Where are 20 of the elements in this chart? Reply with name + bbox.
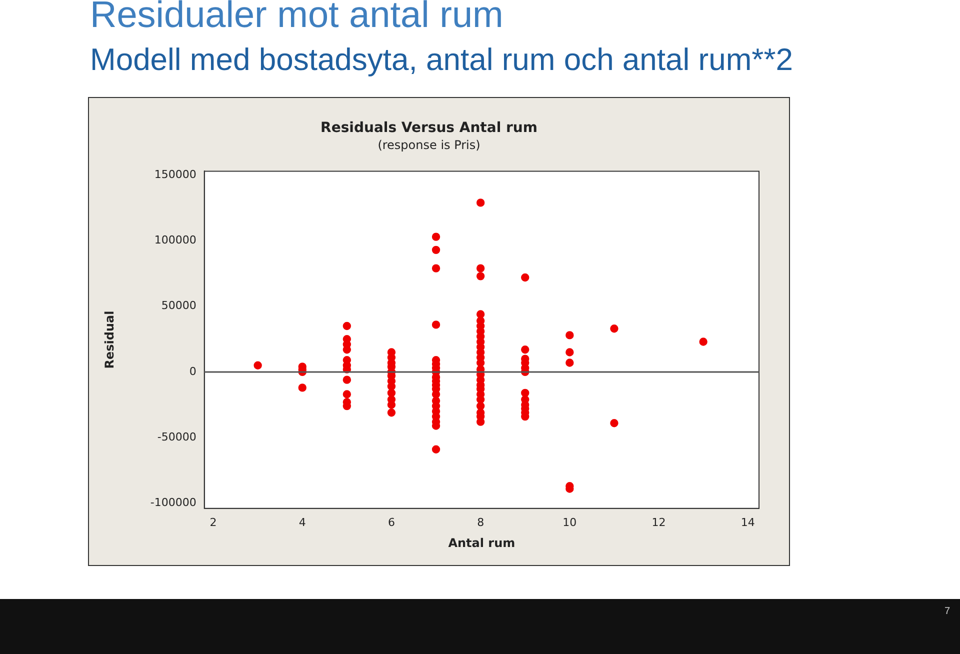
chart-title: Residuals Versus Antal rum	[320, 120, 538, 136]
x-tick-label: 2	[210, 516, 217, 529]
x-tick-label: 12	[652, 516, 666, 529]
y-tick-label: 0	[189, 364, 196, 378]
text: Residualer mot antal rum	[90, 0, 504, 36]
text: 7	[944, 606, 950, 617]
y-axis-title: Residual	[102, 310, 116, 369]
text: Modell med bostadsyta, antal rum och antal rum**2	[90, 42, 794, 78]
x-tick-label: 10	[562, 516, 577, 529]
chart-subtitle: (response is Pris)	[378, 138, 480, 152]
x-tick-label: 4	[298, 516, 306, 529]
x-tick-label: 14	[740, 516, 755, 529]
y-tick-label: 50000	[161, 299, 196, 312]
y-tick-label: -100000	[150, 496, 196, 510]
x-tick-label: 8	[477, 516, 484, 529]
y-tick-label: 100000	[154, 234, 196, 247]
x-axis-title: Antal rum	[448, 536, 516, 550]
y-tick-label: -50000	[157, 430, 196, 444]
x-tick-label: 6	[388, 516, 395, 529]
y-tick-label: 150000	[154, 168, 196, 181]
